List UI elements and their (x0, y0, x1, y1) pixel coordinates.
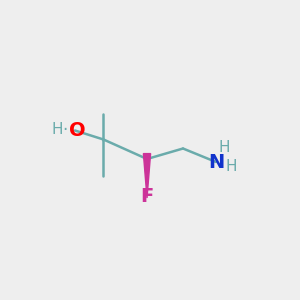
Text: H: H (219, 140, 230, 155)
Text: N: N (208, 152, 224, 172)
Text: H: H (226, 159, 237, 174)
Text: F: F (140, 187, 154, 206)
Text: H: H (52, 122, 63, 136)
Polygon shape (143, 154, 151, 198)
Text: O: O (69, 121, 85, 140)
Text: ·: · (62, 121, 68, 139)
